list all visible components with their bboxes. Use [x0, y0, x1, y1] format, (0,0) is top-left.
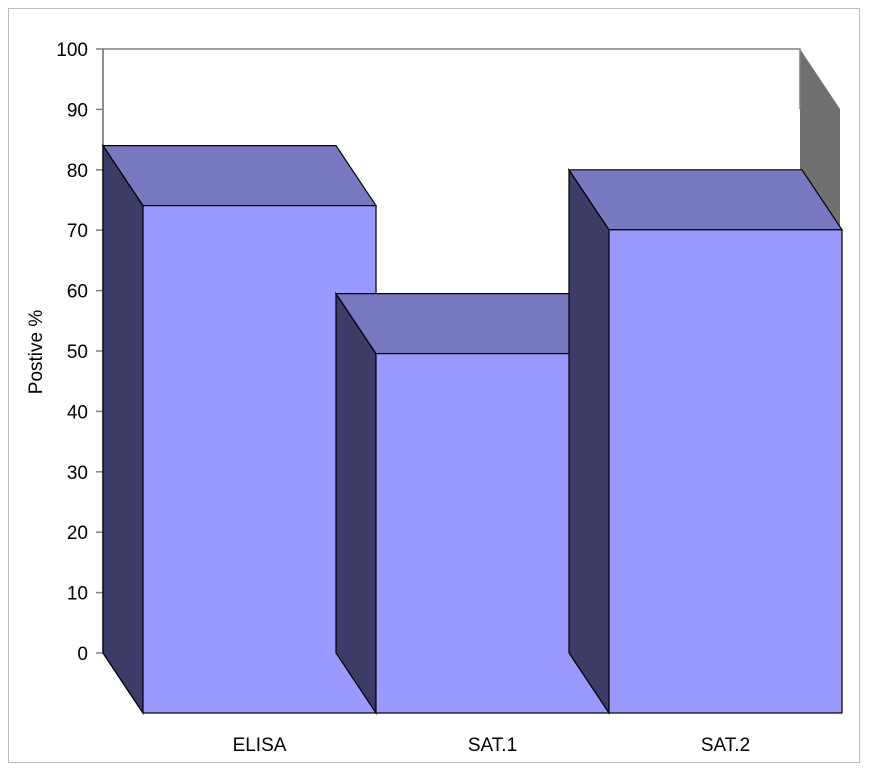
- x-tick-label: SAT.2: [701, 735, 750, 756]
- bar-top-face: [334, 293, 611, 355]
- y-tick-label: 60: [67, 282, 88, 303]
- y-tick-label: 10: [67, 584, 88, 605]
- x-tick-label: ELISA: [233, 735, 287, 756]
- y-tick-label: 100: [56, 40, 88, 61]
- bar-front-face: [608, 229, 843, 714]
- y-axis: 0 10 20 30 40 50 60 70 80 90 100: [56, 40, 104, 665]
- y-tick-label: 50: [67, 342, 88, 363]
- x-axis: ELISA SAT.1 SAT.2: [233, 735, 751, 756]
- y-tick-label: 20: [67, 523, 88, 544]
- y-tick-label: 0: [77, 644, 88, 665]
- y-axis-title: Postive %: [26, 310, 47, 395]
- bars: [101, 143, 844, 715]
- bar-top-face: [567, 169, 844, 231]
- bar-elisa: [101, 143, 378, 715]
- x-tick-label: SAT.1: [468, 735, 517, 756]
- y-tick-label: 90: [67, 100, 88, 121]
- bar-side-face: [335, 291, 377, 715]
- bar-top-face: [101, 145, 378, 207]
- y-tick-label: 40: [67, 402, 88, 423]
- bar-sat-2: [567, 167, 844, 715]
- bar-sat-1: [334, 291, 611, 715]
- y-tick-label: 70: [67, 221, 88, 242]
- bar-side-face: [102, 143, 144, 715]
- y-tick-label: 30: [67, 463, 88, 484]
- y-tick-label: 80: [67, 161, 88, 182]
- bar-side-face: [568, 167, 610, 715]
